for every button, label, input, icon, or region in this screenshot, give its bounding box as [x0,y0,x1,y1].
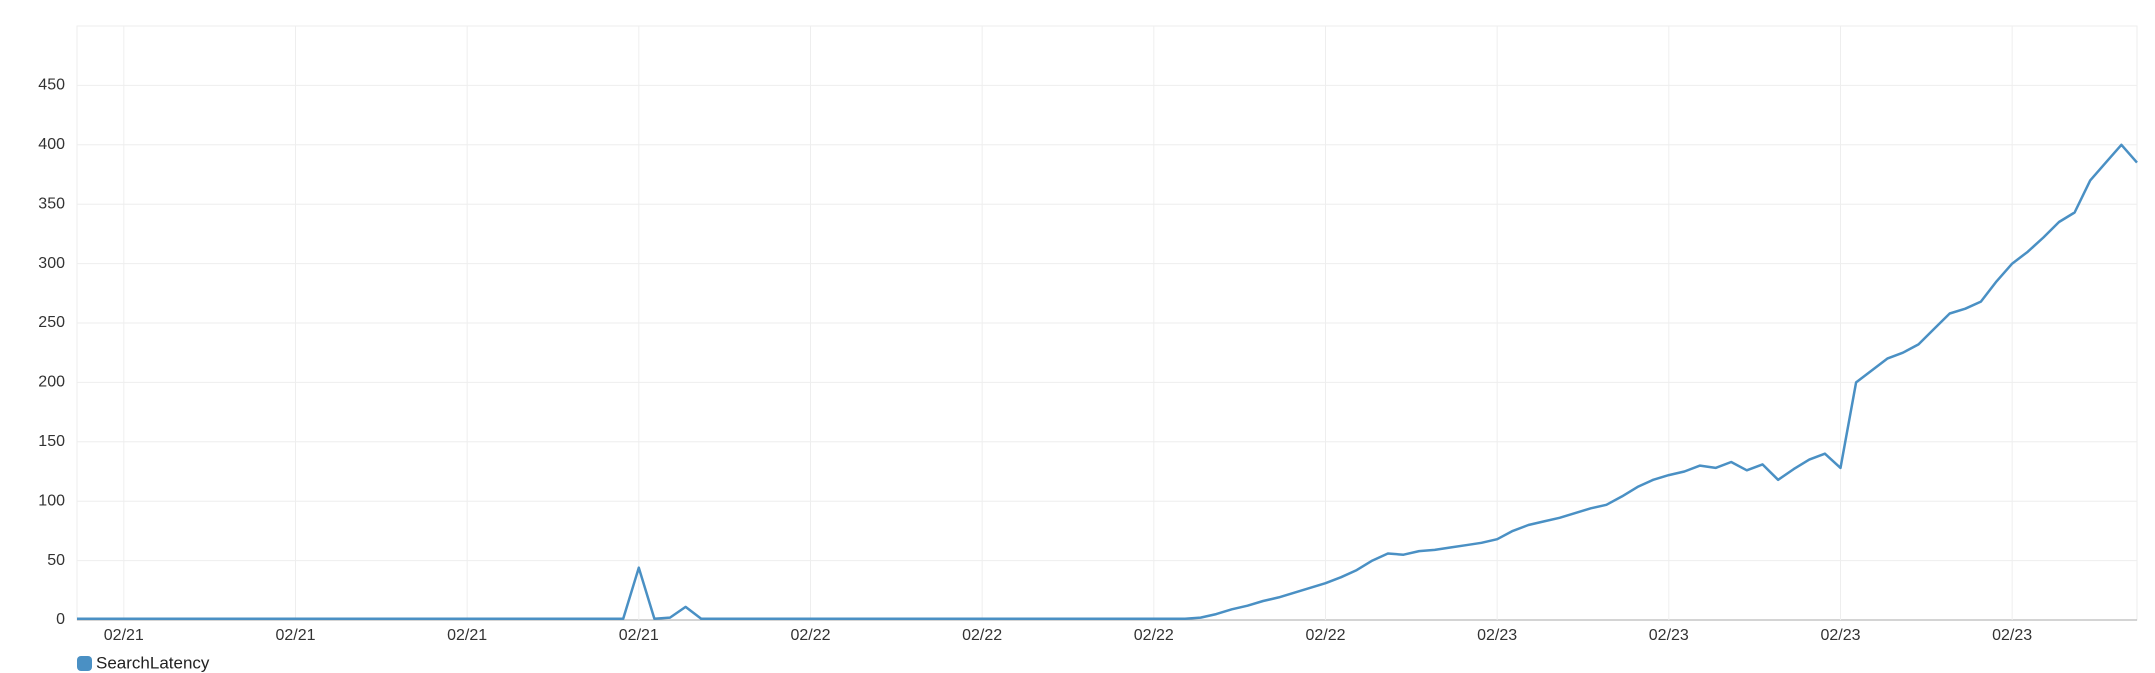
x-tick-label: 02/21 [447,627,487,644]
legend-swatch [77,656,92,671]
y-tick-label: 250 [38,314,65,331]
y-tick-label: 200 [38,374,65,391]
x-tick-label: 02/22 [962,627,1002,644]
legend-label: SearchLatency [96,653,210,672]
y-tick-label: 0 [56,611,65,628]
y-tick-label: 50 [47,552,65,569]
y-tick-label: 150 [38,433,65,450]
y-tick-label: 400 [38,136,65,153]
x-tick-label: 02/23 [1477,627,1517,644]
y-tick-label: 300 [38,255,65,272]
x-tick-label: 02/21 [619,627,659,644]
x-tick-label: 02/21 [104,627,144,644]
x-tick-label: 02/21 [275,627,315,644]
x-tick-label: 02/23 [1992,627,2032,644]
x-tick-label: 02/22 [790,627,830,644]
y-tick-label: 350 [38,195,65,212]
series-line [77,143,2138,621]
y-tick-label: 450 [38,77,65,94]
x-tick-label: 02/23 [1820,627,1860,644]
x-tick-label: 02/22 [1134,627,1174,644]
x-tick-label: 02/23 [1649,627,1689,644]
y-tick-label: 100 [38,492,65,509]
x-tick-label: 02/22 [1305,627,1345,644]
